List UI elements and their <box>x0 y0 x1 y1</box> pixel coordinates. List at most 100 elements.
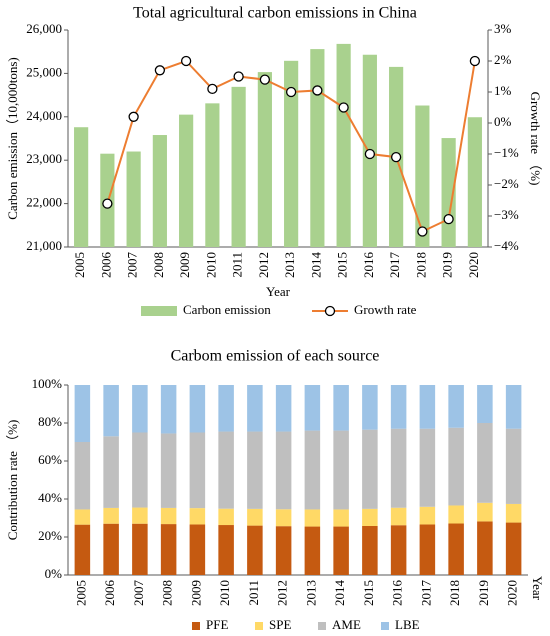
bar-segment <box>419 506 436 525</box>
bar <box>415 105 430 248</box>
x-tick-label: 2008 <box>160 580 175 606</box>
x-tick-label: 2019 <box>476 580 491 606</box>
bar-segment <box>247 385 263 432</box>
x-tick-label: 2012 <box>256 252 271 278</box>
bar-segment <box>390 507 407 526</box>
legend-swatch <box>192 622 200 630</box>
y-tick-label: 40% <box>38 490 62 505</box>
bar-segment <box>448 505 464 524</box>
bar-segment <box>477 521 493 575</box>
bar-segment <box>218 431 234 509</box>
y-tick-label: 22,000 <box>26 195 62 210</box>
bar-segment <box>505 428 522 504</box>
bar-segment <box>448 385 464 428</box>
bar-segment <box>103 436 119 508</box>
point <box>417 226 428 237</box>
x-tick-label: 2009 <box>188 580 203 606</box>
x-tick-label: 2008 <box>151 252 166 278</box>
y-tick-label: 21,000 <box>26 238 62 253</box>
x-tick-label: 2017 <box>387 252 402 279</box>
point <box>443 213 454 225</box>
legend-swatch <box>255 622 263 630</box>
bar-segment <box>390 525 407 575</box>
legend-label: PFE <box>206 617 228 632</box>
y2-tick-label: −1% <box>494 145 519 160</box>
y-tick-label: 26,000 <box>26 21 62 36</box>
x-tick-label: 2006 <box>102 580 117 607</box>
bar-segment <box>275 431 292 510</box>
bar-segment <box>333 385 349 431</box>
bar <box>310 49 325 247</box>
bar-segment <box>304 526 321 575</box>
legend-swatch <box>324 305 336 317</box>
y-tick-label: 0% <box>45 566 63 581</box>
bar-segment <box>505 503 522 523</box>
y-tick-label: 24,000 <box>26 108 62 123</box>
bar <box>284 60 299 248</box>
y-tick-label: 25,000 <box>26 64 62 79</box>
bar-segment <box>103 507 119 524</box>
y-axis-label: Carbon emission（10,000tons) <box>5 57 20 220</box>
y-tick-label: 23,000 <box>26 151 62 166</box>
legend-label: AME <box>332 617 361 632</box>
y2-tick-label: 0% <box>494 114 512 129</box>
bar-segment <box>74 524 91 575</box>
legend-label: Growth rate <box>354 302 417 317</box>
x-tick-label: 2017 <box>418 580 433 607</box>
bar-segment <box>362 385 378 430</box>
x-tick-label: 2016 <box>361 252 376 279</box>
x-tick-label: 2014 <box>332 580 347 607</box>
y2-axis-label: Growth rate （%) <box>528 92 543 186</box>
bar <box>257 72 272 248</box>
x-tick-label: 2019 <box>440 252 455 278</box>
bar <box>231 86 246 247</box>
bar-segment <box>160 385 177 434</box>
bar <box>336 43 351 247</box>
x-tick-label: 2005 <box>73 580 88 606</box>
bar-segment <box>333 526 349 575</box>
y2-tick-label: 1% <box>494 83 512 98</box>
chart-title: Carbom emission of each source <box>171 348 380 365</box>
x-tick-label: 2020 <box>505 580 520 606</box>
bar-segment <box>477 385 493 423</box>
bar-segment <box>275 385 292 432</box>
bar-segment <box>74 442 91 510</box>
point <box>469 55 481 67</box>
legend-label: Carbon emission <box>183 302 271 317</box>
x-tick-label: 2020 <box>466 252 481 278</box>
x-tick-label: 2015 <box>361 580 376 606</box>
x-tick-label: 2014 <box>308 252 323 279</box>
y2-tick-label: −3% <box>494 207 519 222</box>
x-tick-label: 2007 <box>125 252 140 279</box>
x-tick-label: 2009 <box>177 252 192 278</box>
bar-segment <box>132 432 148 508</box>
bar-segment <box>304 385 321 431</box>
bar-segment <box>160 524 177 575</box>
bar-segment <box>132 385 148 433</box>
bar-segment <box>103 385 119 437</box>
bar-segment <box>505 385 522 429</box>
y-tick-label: 100% <box>32 376 63 391</box>
bar-segment <box>362 508 378 526</box>
point <box>207 83 218 95</box>
x-tick-label: 2012 <box>275 580 290 606</box>
point <box>233 71 244 82</box>
bar-segment <box>419 524 436 575</box>
bar-segment <box>390 385 407 429</box>
y2-tick-label: 3% <box>494 21 512 36</box>
x-axis-label: Year <box>266 284 291 299</box>
x-tick-label: 2013 <box>282 252 297 278</box>
bar-segment <box>333 509 349 527</box>
x-tick-label: 2011 <box>246 580 261 606</box>
legend-swatch <box>381 622 389 630</box>
bar-segment <box>132 523 148 575</box>
bar-segment <box>419 428 436 507</box>
bar-segment <box>304 509 321 527</box>
bar-segment <box>419 385 436 429</box>
point <box>364 148 376 160</box>
y-axis-label: Contribution rate （%) <box>5 420 20 541</box>
x-tick-label: 2006 <box>98 252 113 279</box>
chart-title: Total agricultural carbon emissions in C… <box>133 5 417 22</box>
bar <box>152 135 167 247</box>
